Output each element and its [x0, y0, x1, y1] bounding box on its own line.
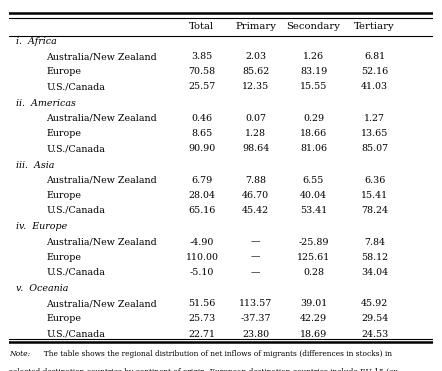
Text: U.S./Canada: U.S./Canada — [46, 82, 105, 91]
Text: -5.10: -5.10 — [190, 268, 214, 277]
Text: 24.53: 24.53 — [361, 329, 388, 338]
Text: 15.55: 15.55 — [300, 82, 327, 91]
Text: iii.  Asia: iii. Asia — [16, 161, 55, 170]
Text: ii.  Americas: ii. Americas — [16, 99, 76, 108]
Text: 6.81: 6.81 — [364, 52, 385, 61]
Text: 125.61: 125.61 — [297, 253, 330, 262]
Text: 6.36: 6.36 — [364, 176, 385, 185]
Text: 90.90: 90.90 — [188, 144, 216, 153]
Text: 78.24: 78.24 — [361, 206, 388, 215]
Text: 98.64: 98.64 — [242, 144, 270, 153]
Text: 85.62: 85.62 — [242, 67, 270, 76]
Text: 18.69: 18.69 — [300, 329, 327, 338]
Text: Total: Total — [189, 22, 214, 31]
Text: Australia/New Zealand: Australia/New Zealand — [46, 299, 157, 308]
Text: —: — — [251, 268, 260, 277]
Text: 29.54: 29.54 — [361, 315, 388, 324]
Text: 12.35: 12.35 — [242, 82, 270, 91]
Text: U.S./Canada: U.S./Canada — [46, 329, 105, 338]
Text: 45.42: 45.42 — [242, 206, 269, 215]
Text: 1.28: 1.28 — [245, 129, 266, 138]
Text: 13.65: 13.65 — [361, 129, 388, 138]
Text: 18.66: 18.66 — [300, 129, 327, 138]
Text: 0.46: 0.46 — [191, 114, 213, 123]
Text: 40.04: 40.04 — [300, 191, 327, 200]
Text: 45.92: 45.92 — [361, 299, 388, 308]
Text: Europe: Europe — [46, 67, 81, 76]
Text: 65.16: 65.16 — [188, 206, 216, 215]
Text: -4.90: -4.90 — [190, 237, 214, 247]
Text: Europe: Europe — [46, 253, 81, 262]
Text: Secondary: Secondary — [286, 22, 340, 31]
Text: 39.01: 39.01 — [300, 299, 327, 308]
Text: 7.84: 7.84 — [364, 237, 385, 247]
Text: 28.04: 28.04 — [188, 191, 215, 200]
Text: 1.27: 1.27 — [364, 114, 385, 123]
Text: 81.06: 81.06 — [300, 144, 327, 153]
Text: 22.71: 22.71 — [188, 329, 215, 338]
Text: iv.  Europe: iv. Europe — [16, 223, 68, 232]
Text: Australia/New Zealand: Australia/New Zealand — [46, 237, 157, 247]
Text: 51.56: 51.56 — [188, 299, 216, 308]
Text: 58.12: 58.12 — [361, 253, 388, 262]
Text: 23.80: 23.80 — [242, 329, 269, 338]
Text: 42.29: 42.29 — [300, 315, 327, 324]
Text: 46.70: 46.70 — [242, 191, 269, 200]
Text: 34.04: 34.04 — [361, 268, 388, 277]
Text: Europe: Europe — [46, 129, 81, 138]
Text: 25.57: 25.57 — [188, 82, 216, 91]
Text: 0.28: 0.28 — [303, 268, 324, 277]
Text: 52.16: 52.16 — [361, 67, 388, 76]
Text: 70.58: 70.58 — [188, 67, 215, 76]
Text: —: — — [251, 237, 260, 247]
Text: 113.57: 113.57 — [239, 299, 272, 308]
Text: 1.26: 1.26 — [303, 52, 324, 61]
Text: Australia/New Zealand: Australia/New Zealand — [46, 52, 157, 61]
Text: 6.79: 6.79 — [191, 176, 213, 185]
Text: 0.07: 0.07 — [245, 114, 266, 123]
Text: The table shows the regional distribution of net inflows of migrants (difference: The table shows the regional distributio… — [39, 350, 392, 358]
Text: v.  Oceania: v. Oceania — [16, 284, 69, 293]
Text: 85.07: 85.07 — [361, 144, 388, 153]
Text: Tertiary: Tertiary — [354, 22, 395, 31]
Text: 41.03: 41.03 — [361, 82, 388, 91]
Text: 25.73: 25.73 — [188, 315, 216, 324]
Text: -25.89: -25.89 — [298, 237, 329, 247]
Text: U.S./Canada: U.S./Canada — [46, 268, 105, 277]
Text: —: — — [251, 253, 260, 262]
Text: 7.88: 7.88 — [245, 176, 266, 185]
Text: 6.55: 6.55 — [303, 176, 324, 185]
Text: U.S./Canada: U.S./Canada — [46, 144, 105, 153]
Text: Europe: Europe — [46, 315, 81, 324]
Text: 110.00: 110.00 — [185, 253, 218, 262]
Text: -37.37: -37.37 — [240, 315, 271, 324]
Text: Note:: Note: — [9, 350, 30, 358]
Text: 83.19: 83.19 — [300, 67, 327, 76]
Text: U.S./Canada: U.S./Canada — [46, 206, 105, 215]
Text: 2.03: 2.03 — [245, 52, 267, 61]
Text: Australia/New Zealand: Australia/New Zealand — [46, 176, 157, 185]
Text: Primary: Primary — [235, 22, 276, 31]
Text: 53.41: 53.41 — [300, 206, 327, 215]
Text: 8.65: 8.65 — [191, 129, 213, 138]
Text: i.  Africa: i. Africa — [16, 37, 57, 46]
Text: selected destination countries by continent of origin. European destination coun: selected destination countries by contin… — [9, 368, 400, 371]
Text: 3.85: 3.85 — [191, 52, 213, 61]
Text: 15.41: 15.41 — [361, 191, 388, 200]
Text: Europe: Europe — [46, 191, 81, 200]
Text: 0.29: 0.29 — [303, 114, 324, 123]
Text: Australia/New Zealand: Australia/New Zealand — [46, 114, 157, 123]
